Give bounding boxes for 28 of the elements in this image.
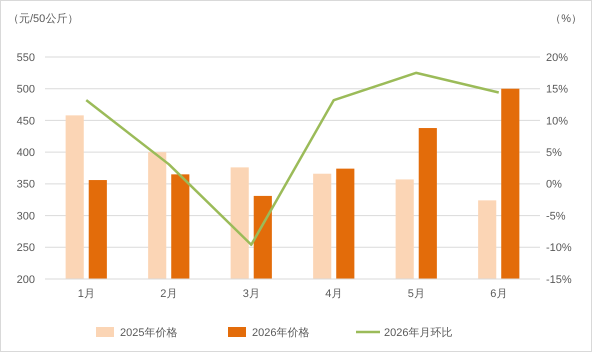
y-tick-label: 200 (16, 274, 35, 286)
legend-label: 2025年价格 (120, 326, 178, 339)
x-tick-label: 2月 (160, 288, 178, 300)
y-tick-label: 550 (16, 52, 35, 64)
y2-tick-label: 20% (546, 52, 568, 64)
y2-tick-label: -10% (546, 242, 572, 254)
legend-label: 2026年月环比 (384, 326, 452, 339)
y2-tick-label: 15% (546, 84, 568, 96)
legend-label: 2026年价格 (252, 326, 310, 339)
y-axis-title: （元/50公斤） (8, 12, 78, 25)
y2-axis-title: （%） (550, 13, 582, 25)
y-tick-label: 500 (16, 84, 35, 96)
y2-tick-label: -5% (546, 210, 566, 222)
x-tick-label: 3月 (242, 288, 260, 300)
x-tick-label: 4月 (325, 288, 342, 300)
y2-tick-label: -15% (546, 274, 572, 286)
x-tick-label: 6月 (490, 288, 508, 300)
y-tick-label: 300 (16, 210, 35, 222)
y-tick-label: 250 (16, 242, 35, 254)
line-series (85, 72, 500, 246)
y2-tick-label: 5% (546, 146, 562, 159)
x-tick-label: 1月 (78, 288, 95, 300)
y-tick-label: 400 (16, 146, 35, 159)
y-tick-label: 350 (16, 178, 35, 191)
x-tick-label: 5月 (408, 288, 425, 300)
y2-tick-label: 10% (546, 115, 568, 128)
y2-tick-label: 0% (546, 178, 562, 191)
y-tick-label: 450 (16, 115, 35, 128)
